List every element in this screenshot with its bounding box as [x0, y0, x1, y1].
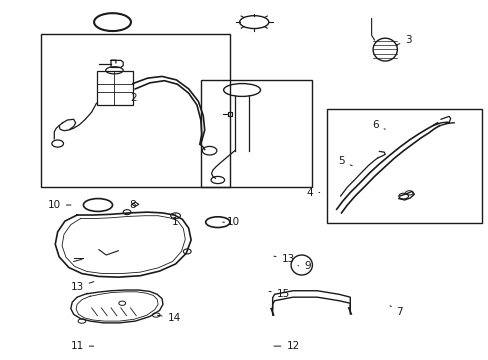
Text: 8: 8: [129, 200, 136, 210]
Text: 2: 2: [130, 90, 137, 103]
Text: 10: 10: [48, 200, 71, 210]
Text: 10: 10: [222, 217, 240, 227]
Text: 1: 1: [172, 214, 179, 227]
Text: 15: 15: [268, 289, 289, 299]
Bar: [41, 33, 229, 187]
Text: 12: 12: [273, 341, 299, 351]
Text: 7: 7: [389, 306, 402, 317]
Text: 13: 13: [70, 282, 94, 292]
Text: 14: 14: [157, 312, 181, 323]
Bar: [326, 109, 481, 223]
Text: 5: 5: [338, 157, 351, 166]
Text: 3: 3: [396, 35, 411, 45]
Text: 6: 6: [371, 120, 385, 130]
Text: 4: 4: [306, 188, 319, 198]
Text: 13: 13: [273, 253, 294, 264]
Text: 9: 9: [297, 261, 310, 271]
Bar: [201, 80, 312, 187]
Text: 11: 11: [70, 341, 94, 351]
Bar: [96, 71, 133, 105]
